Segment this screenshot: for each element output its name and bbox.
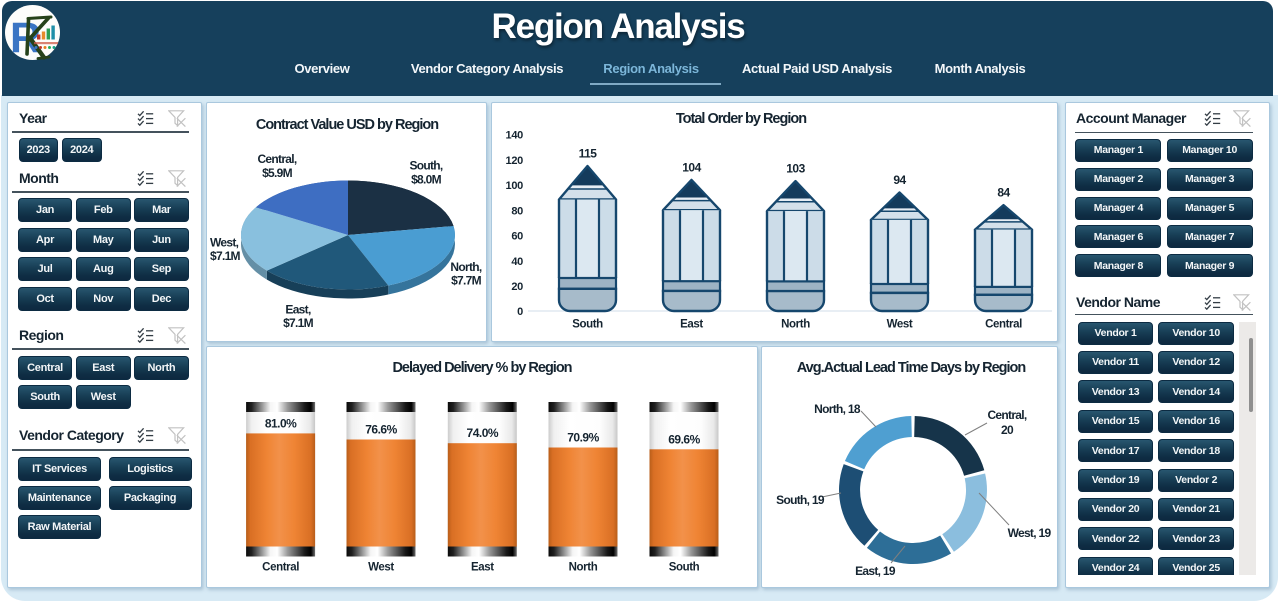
svg-text:South: South: [669, 562, 700, 574]
svg-text:$7.1M: $7.1M: [210, 249, 241, 263]
svg-text:Contract Value USD by Region: Contract Value USD by Region: [256, 117, 438, 133]
svg-text:Central: Central: [262, 562, 299, 574]
svg-text:70.9%: 70.9%: [567, 431, 599, 445]
svg-text:North,: North,: [450, 260, 481, 274]
svg-text:East: East: [680, 319, 703, 331]
svg-text:$5.9M: $5.9M: [262, 166, 293, 180]
svg-text:104: 104: [682, 160, 701, 174]
svg-text:Central,: Central,: [987, 408, 1026, 422]
svg-text:20: 20: [511, 281, 523, 293]
svg-text:40: 40: [511, 256, 523, 268]
svg-text:84: 84: [997, 186, 1010, 200]
svg-text:74.0%: 74.0%: [467, 426, 499, 440]
svg-text:Central,: Central,: [257, 152, 296, 166]
svg-text:140: 140: [505, 130, 523, 142]
svg-text:60: 60: [511, 231, 523, 243]
svg-text:120: 120: [505, 155, 523, 167]
svg-text:$7.1M: $7.1M: [283, 316, 314, 330]
svg-text:West: West: [886, 319, 912, 331]
svg-text:Total Order by Region: Total Order by Region: [675, 111, 805, 127]
svg-text:20: 20: [1001, 423, 1014, 437]
svg-text:East: East: [471, 562, 494, 574]
svg-text:100: 100: [505, 180, 523, 192]
svg-text:West: West: [368, 562, 394, 574]
svg-text:North: North: [569, 562, 598, 574]
svg-text:80: 80: [511, 205, 523, 217]
svg-text:$8.0M: $8.0M: [411, 173, 442, 187]
svg-text:81.0%: 81.0%: [265, 416, 297, 430]
svg-text:South: South: [572, 319, 603, 331]
svg-text:South, 19: South, 19: [776, 493, 825, 507]
svg-text:94: 94: [893, 173, 906, 187]
svg-text:North, 18: North, 18: [814, 402, 861, 416]
svg-text:South,: South,: [409, 159, 442, 173]
svg-text:North: North: [781, 319, 810, 331]
svg-text:Avg.Actual Lead Time Days by R: Avg.Actual Lead Time Days by Region: [797, 360, 1026, 376]
svg-text:115: 115: [578, 147, 597, 161]
svg-text:0: 0: [517, 306, 523, 318]
svg-text:West,: West,: [210, 236, 239, 250]
svg-text:Delayed Delivery % by Region: Delayed Delivery % by Region: [392, 360, 571, 376]
svg-text:103: 103: [786, 162, 805, 176]
svg-text:East,: East,: [285, 303, 311, 317]
svg-text:76.6%: 76.6%: [365, 423, 397, 437]
svg-text:$7.7M: $7.7M: [451, 274, 482, 288]
svg-text:West, 19: West, 19: [1008, 526, 1052, 540]
svg-text:69.6%: 69.6%: [668, 432, 700, 446]
svg-text:Central: Central: [985, 319, 1022, 331]
svg-text:East, 19: East, 19: [855, 564, 896, 578]
